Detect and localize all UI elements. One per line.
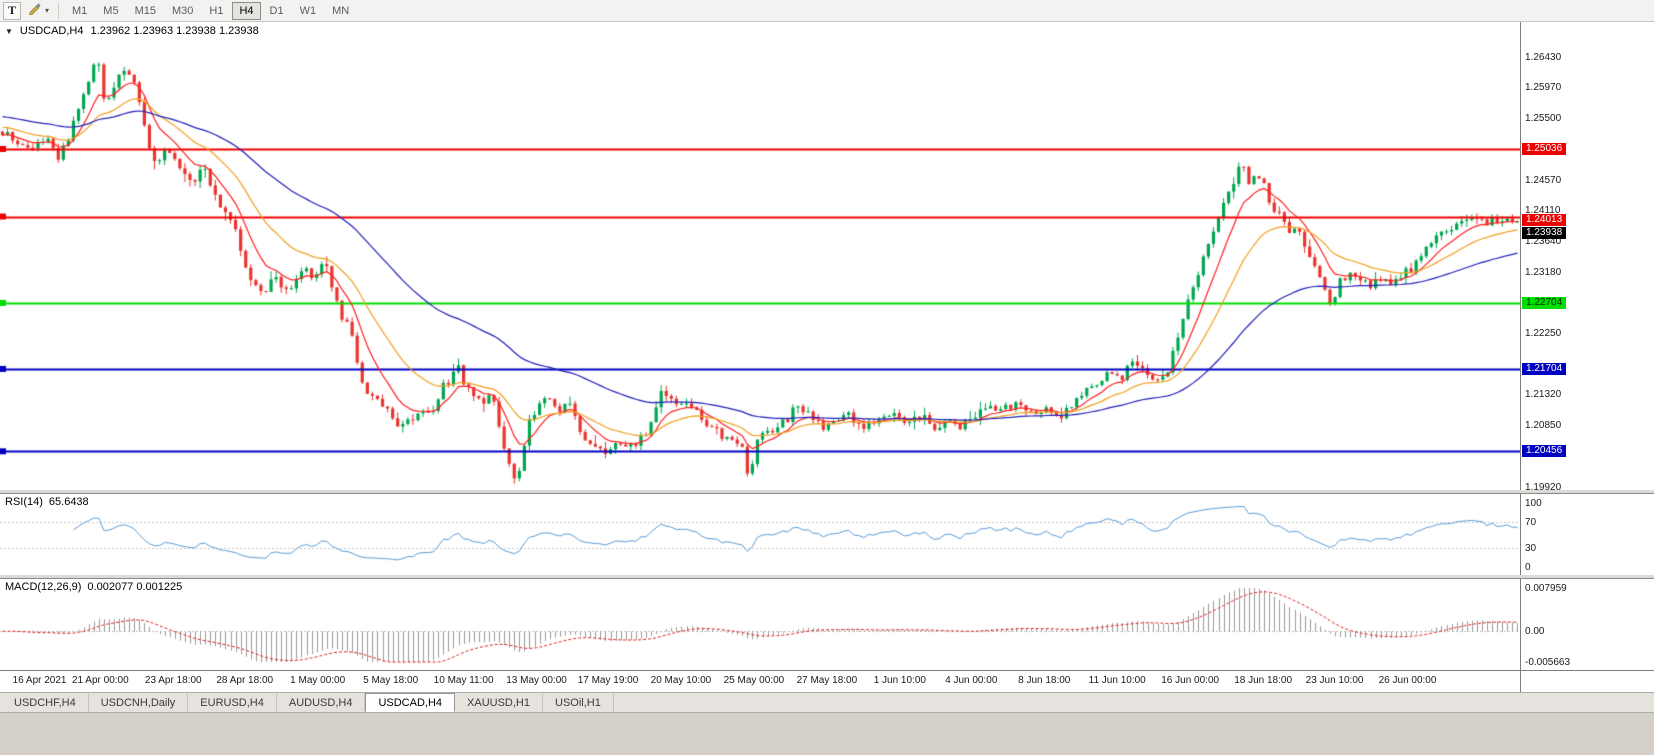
chart-symbol-period: USDCAD,H4 [19, 25, 84, 37]
time-axis-row: 16 Apr 2021 21 Apr 00:00 23 Apr 18:00 28 Ap… [0, 670, 1654, 692]
macd-plot: MACD(12,26,9) 0.002077 0.001225 [0, 579, 1520, 670]
price-axis[interactable]: 1.26430 1.25970 1.25500 1.24570 1.24110 1.236… [1520, 22, 1654, 493]
chart-tab-usdcnh-daily[interactable]: USDCNH,Daily [89, 693, 189, 712]
rsi-axis-label: 70 [1525, 517, 1537, 529]
timeframe-button-h4[interactable]: H4 [232, 1, 261, 20]
time-axis-label: 13 May 00:00 [506, 675, 567, 686]
price-tag: 1.22704 [1522, 296, 1567, 309]
time-axis-label: 1 Jun 10:00 [873, 675, 926, 686]
rsi-axis-label: 100 [1525, 498, 1542, 509]
time-axis-label: 25 May 00:00 [723, 675, 785, 686]
top-toolbar: T ▾ M1 M5 M15 M30 H1 H4 D1 W1 MN [0, 0, 1654, 22]
price-tag: 1.24013 [1522, 213, 1567, 226]
axis-corner [1520, 671, 1654, 692]
time-axis-label: 16 Jun 00:00 [1161, 675, 1220, 686]
chart-tab-eurusd-h4[interactable]: EURUSD,H4 [188, 693, 277, 712]
price-axis-label: 1.22250 [1525, 327, 1562, 339]
timeframe-toolbar: M1 M5 M15 M30 H1 H4 D1 W1 MN [64, 1, 357, 20]
timeframe-button-d1[interactable]: D1 [263, 2, 291, 20]
time-axis-label: 16 Apr 2021 [12, 675, 67, 686]
price-axis-label: 1.25500 [1525, 113, 1562, 125]
time-axis-label: 4 Jun 00:00 [945, 675, 998, 686]
macd-label: MACD(12,26,9) 0.002077 0.001225 [5, 581, 182, 593]
price-axis-label: 1.23640 [1525, 236, 1562, 248]
rsi-name: RSI(14) [5, 496, 43, 508]
timeframe-button-m1[interactable]: M1 [65, 2, 94, 20]
chevron-down-icon[interactable]: ▾ [45, 6, 50, 15]
macd-axis-label: 0.00 [1525, 626, 1545, 638]
chart-ohlc-values: 1.23962 1.23963 1.23938 1.23938 [90, 25, 259, 37]
pencil-tool-button[interactable] [24, 2, 44, 20]
macd-panel: MACD(12,26,9) 0.002077 0.001225 0.007959… [0, 578, 1654, 670]
time-axis-label: 8 Jun 18:00 [1018, 675, 1071, 686]
price-axis-label: 1.25970 [1525, 82, 1562, 94]
time-axis-label: 5 May 18:00 [363, 675, 419, 686]
price-tag: 1.20456 [1522, 445, 1567, 458]
chart-tab-audusd-h4[interactable]: AUDUSD,H4 [277, 693, 366, 712]
price-axis-label: 1.21320 [1525, 389, 1562, 401]
timeframe-button-m30[interactable]: M30 [165, 2, 200, 20]
time-axis-label: 20 May 10:00 [650, 675, 712, 686]
status-strip [0, 712, 1654, 755]
time-axis-label: 10 May 11:00 [433, 675, 494, 686]
timeframe-button-mn[interactable]: MN [325, 2, 356, 20]
rsi-panel: RSI(14) 65.6438 100 70 30 0 [0, 493, 1654, 575]
time-axis-label: 28 Apr 18:00 [216, 675, 274, 686]
rsi-plot: RSI(14) 65.6438 [0, 494, 1520, 575]
timeframe-button-m5[interactable]: M5 [96, 2, 125, 20]
chart-tab-xauusd-h1[interactable]: XAUUSD,H1 [455, 693, 543, 712]
toolbar-separator [58, 2, 60, 19]
collapse-arrow-icon[interactable]: ▼ [5, 26, 13, 36]
timeframe-button-h1[interactable]: H1 [202, 2, 230, 20]
time-axis-label: 18 Jun 18:00 [1234, 675, 1293, 686]
rsi-canvas[interactable] [0, 495, 1520, 575]
price-axis-label: 1.19920 [1525, 481, 1562, 493]
main-chart-canvas[interactable] [0, 22, 1520, 490]
time-axis-label: 23 Apr 18:00 [144, 675, 202, 686]
rsi-label: RSI(14) 65.6438 [5, 496, 89, 508]
chart-tab-usdchf-h4[interactable]: USDCHF,H4 [2, 693, 89, 712]
panel-splitter[interactable] [0, 490, 1654, 493]
panel-splitter[interactable] [0, 575, 1654, 578]
timeframe-button-w1[interactable]: W1 [293, 2, 324, 20]
time-axis-label: 27 May 18:00 [796, 675, 858, 686]
macd-axis[interactable]: 0.007959 0.00 -0.005663 [1520, 579, 1654, 670]
time-axis-label: 11 Jun 10:00 [1088, 675, 1146, 686]
time-axis-label: 1 May 00:00 [290, 675, 346, 686]
chart-tab-bar: USDCHF,H4 USDCNH,Daily EURUSD,H4 AUDUSD,H4 U… [0, 692, 1654, 712]
time-axis-label: 17 May 19:00 [577, 675, 639, 686]
rsi-axis[interactable]: 100 70 30 0 [1520, 494, 1654, 575]
price-tag: 1.25036 [1522, 143, 1567, 155]
macd-canvas[interactable] [0, 580, 1520, 670]
rsi-axis-label: 0 [1525, 562, 1531, 573]
time-axis-label: 26 Jun 00:00 [1378, 675, 1437, 686]
text-tool-button[interactable]: T [3, 1, 21, 20]
macd-axis-label: 0.007959 [1525, 583, 1567, 594]
chart-tab-usoil-h1[interactable]: USOil,H1 [543, 693, 614, 712]
pencil-icon [28, 2, 41, 20]
chart-tab-usdcad-h4[interactable]: USDCAD,H4 [365, 693, 456, 712]
macd-name: MACD(12,26,9) [5, 581, 82, 593]
price-tag: 1.21704 [1522, 362, 1567, 375]
price-axis-label: 1.24570 [1525, 174, 1562, 186]
macd-axis-label: -0.005663 [1525, 657, 1571, 668]
price-axis-label: 1.23180 [1525, 266, 1562, 278]
price-axis-label: 1.24110 [1525, 205, 1561, 217]
macd-values: 0.002077 0.001225 [87, 581, 183, 593]
price-axis-label: 1.26430 [1525, 51, 1562, 63]
rsi-value: 65.6438 [48, 496, 89, 508]
bid-price-tag: 1.23938 [1522, 227, 1567, 240]
timeframe-button-m15[interactable]: M15 [128, 2, 163, 20]
time-axis-label: 23 Jun 10:00 [1305, 675, 1364, 686]
time-axis[interactable]: 16 Apr 2021 21 Apr 00:00 23 Apr 18:00 28 Ap… [0, 671, 1520, 692]
main-chart-panel: ▼ USDCAD,H4 1.23962 1.23963 1.23938 1.23… [0, 22, 1654, 493]
main-chart-plot: ▼ USDCAD,H4 1.23962 1.23963 1.23938 1.23… [0, 22, 1520, 490]
price-axis-label: 1.20850 [1525, 420, 1562, 432]
chart-title: ▼ USDCAD,H4 1.23962 1.23963 1.23938 1.23… [5, 25, 259, 37]
time-axis-label: 21 Apr 00:00 [71, 675, 129, 686]
rsi-axis-label: 30 [1525, 542, 1537, 554]
